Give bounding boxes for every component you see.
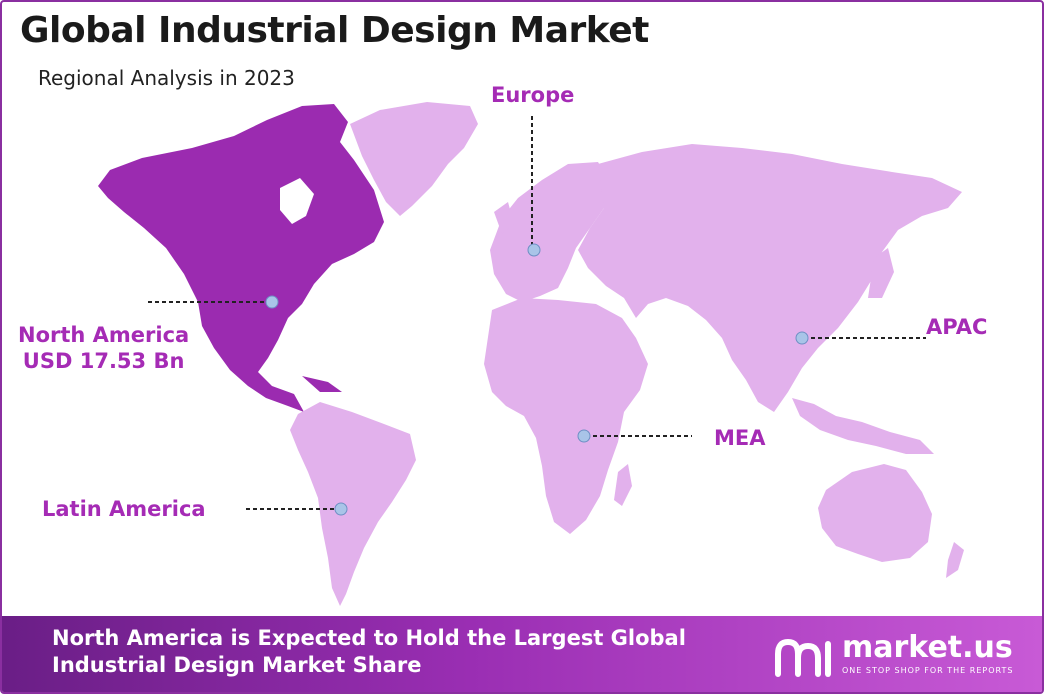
map-uk [494,202,514,234]
map-new-zealand [946,542,964,578]
label-north-america-value: USD 17.53 Bn [22,349,185,374]
market-us-logo: market.us ONE STOP SHOP FOR THE REPORTS [774,630,1014,680]
label-mea: MEA [714,425,766,451]
footer-line-2: Industrial Design Market Share [52,653,422,678]
map-southeast-asia [792,398,934,454]
label-europe: Europe [491,82,574,108]
page-subtitle: Regional Analysis in 2023 [38,66,295,90]
map-japan [868,248,894,298]
market-us-logo-icon [775,638,831,677]
logo-name: market.us [842,630,1013,665]
label-apac-name: APAC [926,315,988,339]
map-madagascar [614,464,632,506]
map-south-america [290,402,416,606]
label-apac: APAC [926,314,987,340]
footer-line-1: North America is Expected to Hold the La… [52,626,686,650]
label-mea-name: MEA [714,426,766,450]
marker-apac [795,331,809,345]
logo-tagline: ONE STOP SHOP FOR THE REPORTS [842,666,1014,675]
map-caribbean [302,376,342,392]
label-latin-america: Latin America [42,496,206,522]
label-north-america: North America USD 17.53 Bn [18,322,189,375]
label-north-america-name: North America [18,323,190,347]
label-europe-name: Europe [491,83,575,107]
footer-banner: North America is Expected to Hold the La… [2,616,1042,692]
map-africa [484,298,648,534]
marker-europe [527,243,541,257]
page-title: Global Industrial Design Market [20,10,649,51]
map-greenland [350,102,478,216]
map-north-america [98,104,384,412]
map-hudson-bay [280,178,314,224]
label-latin-america-name: Latin America [42,497,206,521]
marker-north-america [265,295,279,309]
footer-text: North America is Expected to Hold the La… [52,625,686,680]
marker-latin-america [334,502,348,516]
map-australia [818,464,932,562]
marker-mea [577,429,591,443]
map-asia [578,144,962,412]
map-europe [490,162,610,302]
